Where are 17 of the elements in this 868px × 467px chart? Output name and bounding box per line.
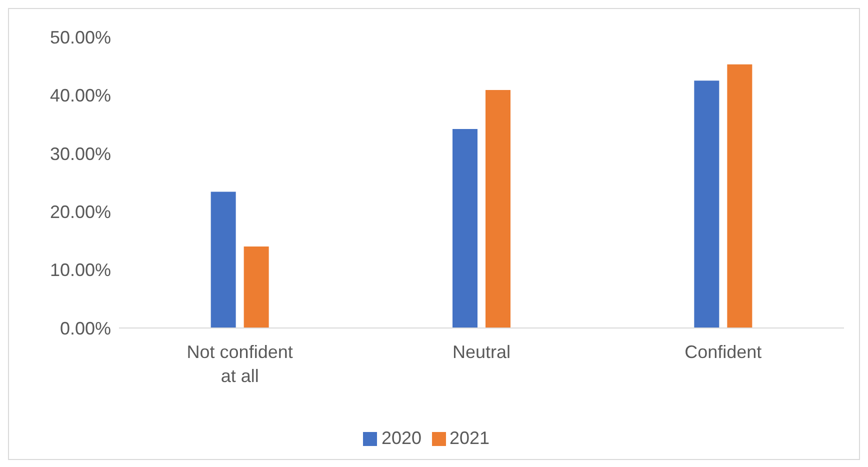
bar	[210, 192, 236, 328]
y-tick-label: 20.00%	[50, 202, 111, 222]
bar	[694, 80, 720, 328]
x-tick-label: Not confident at all	[186, 342, 293, 386]
y-tick-label: 0.00%	[60, 318, 111, 338]
bar	[486, 90, 510, 328]
y-tick-label: 40.00%	[50, 86, 111, 106]
bar	[452, 128, 478, 328]
y-tick-label: 30.00%	[50, 144, 111, 164]
bar	[244, 246, 269, 328]
legend-label: 2021	[450, 428, 490, 448]
x-tick-label: Neutral	[452, 342, 511, 362]
bar	[727, 64, 752, 328]
x-tick-label: Confident	[684, 342, 762, 362]
legend-label: 2020	[381, 428, 422, 448]
y-tick-label: 10.00%	[50, 260, 111, 280]
y-tick-label: 50.00%	[50, 27, 111, 48]
